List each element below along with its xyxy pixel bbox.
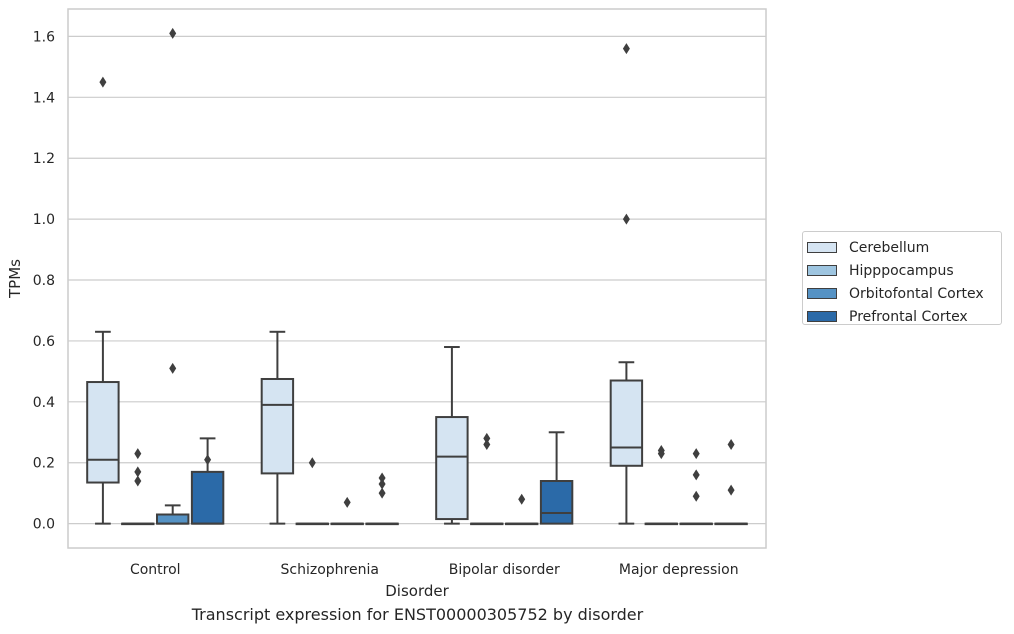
outlier-point <box>134 448 142 460</box>
outlier-point <box>308 457 316 469</box>
outlier-point <box>99 76 107 88</box>
y-tick-label: 1.4 <box>33 90 55 106</box>
legend-swatch <box>807 242 837 253</box>
box-orbitofontal-cortex-3 <box>679 448 713 526</box>
outlier-point <box>692 448 700 460</box>
y-tick-label: 0.4 <box>33 395 55 411</box>
box-iqr <box>86 381 120 484</box>
box-cerebellum-1 <box>260 330 295 525</box>
outlier-point <box>483 432 491 444</box>
outlier-point <box>622 43 630 55</box>
box-hipppocampus-1 <box>295 457 330 526</box>
tick-labels: 0.0 0.2 0.4 0.6 0.8 1.0 1.2 1.4 1.6 Control Schizo… <box>33 29 739 578</box>
legend-item: Orbitofontal Cortex <box>807 282 1001 305</box>
box-cerebellum-2 <box>435 346 469 525</box>
y-tick-label: 1.2 <box>33 151 55 167</box>
x-tick-label: Bipolar disorder <box>449 562 560 578</box>
grid-lines <box>68 35 766 525</box>
box-prefrontal-cortex-0 <box>190 437 225 525</box>
outlier-point <box>134 475 142 487</box>
outlier-point <box>204 454 212 466</box>
legend-swatch <box>807 265 837 276</box>
chart-caption: Transcript expression for ENST0000030575… <box>191 605 644 624</box>
legend-label: Prefrontal Cortex <box>849 308 968 325</box>
outlier-point <box>727 438 735 450</box>
legend-swatch <box>807 288 837 299</box>
x-tick-label: Schizophrenia <box>281 562 379 578</box>
box-cerebellum-0 <box>86 76 120 525</box>
outlier-point <box>378 472 386 484</box>
y-axis-title: TPMs <box>6 259 24 299</box>
box-hipppocampus-3 <box>644 445 679 526</box>
outlier-point <box>343 496 351 508</box>
box-iqr <box>260 377 295 475</box>
box-iqr <box>609 379 644 467</box>
box-orbitofontal-cortex-0 <box>155 27 190 525</box>
x-axis-title: Disorder <box>385 582 449 600</box>
box-orbitofontal-cortex-1 <box>330 496 364 526</box>
box-iqr <box>539 480 574 525</box>
outlier-point <box>657 448 665 460</box>
outlier-point <box>378 487 386 499</box>
box-hipppocampus-2 <box>470 432 504 526</box>
box-orbitofontal-cortex-2 <box>504 493 539 526</box>
outlier-point <box>692 490 700 502</box>
box-prefrontal-cortex-1 <box>365 472 399 526</box>
box-iqr <box>190 470 225 525</box>
box-prefrontal-cortex-2 <box>539 431 574 525</box>
outlier-point <box>378 478 386 490</box>
y-tick-label: 0.6 <box>33 334 55 350</box>
y-tick-label: 0.2 <box>33 456 55 472</box>
x-tick-label: Control <box>130 562 181 578</box>
legend-item: Prefrontal Cortex <box>807 305 1001 328</box>
y-tick-label: 0.0 <box>33 517 55 533</box>
box-hipppocampus-0 <box>121 448 155 526</box>
legend: Cerebellum Hipppocampus Orbitofontal Corte… <box>802 231 1002 325</box>
legend-swatch <box>807 311 837 322</box>
y-tick-label: 0.8 <box>33 273 55 289</box>
x-tick-label: Major depression <box>619 562 739 578</box>
y-tick-label: 1.6 <box>33 29 55 45</box>
box-iqr <box>155 513 190 525</box>
legend-label: Hipppocampus <box>849 262 954 279</box>
legend-item: Hipppocampus <box>807 259 1001 282</box>
y-tick-label: 1.0 <box>33 212 55 228</box>
outlier-point <box>134 466 142 478</box>
box-cerebellum-3 <box>609 43 644 525</box>
outlier-point <box>169 362 177 374</box>
legend-label: Cerebellum <box>849 239 930 256</box>
outlier-point <box>483 438 491 450</box>
legend-label: Orbitofontal Cortex <box>849 285 984 302</box>
box-iqr <box>435 416 469 521</box>
outlier-point <box>518 493 526 505</box>
box-prefrontal-cortex-3 <box>714 438 748 526</box>
outlier-point <box>692 469 700 481</box>
outlier-point <box>727 484 735 496</box>
plot-area-frame <box>67 8 767 549</box>
box-plot-series <box>86 27 748 526</box>
outlier-point <box>169 27 177 39</box>
outlier-point <box>622 213 630 225</box>
legend-item: Cerebellum <box>807 236 1001 259</box>
